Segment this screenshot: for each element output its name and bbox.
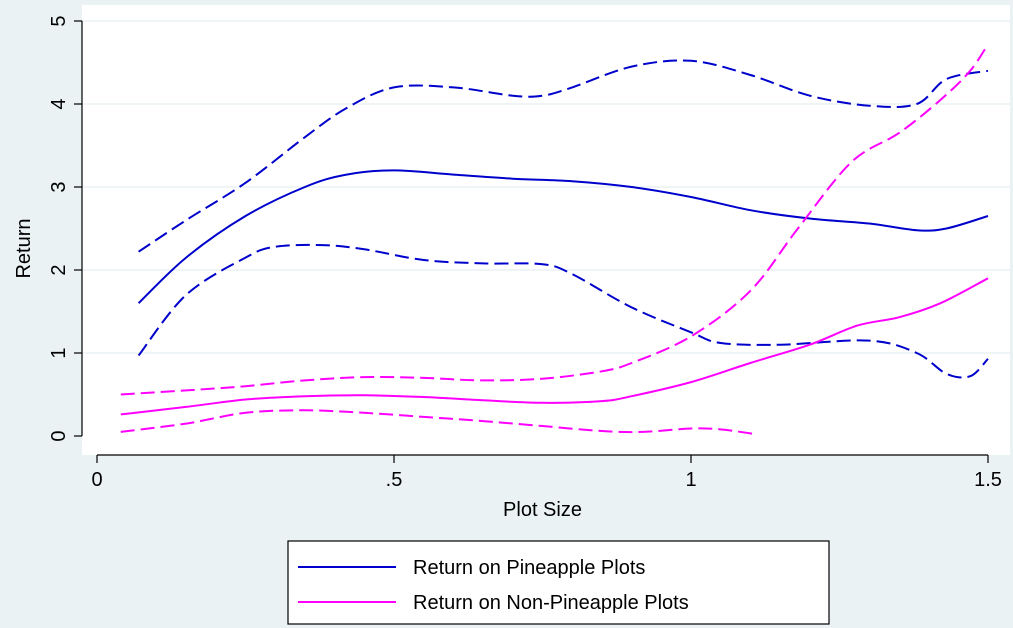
axes: 0 1 2 3 4 5 0 .5 1 1.5 Plot Size Return [13,15,1002,521]
legend-label-0: Return on Pineapple Plots [413,557,645,579]
y-axis-title: Return [13,218,35,278]
y-tick-label-4: 4 [48,98,70,109]
y-tick-label-1: 1 [48,347,70,358]
series-line-2 [137,243,989,379]
y-tick-label-2: 2 [48,264,70,275]
series-line-0 [137,169,989,304]
legend-label-1: Return on Non-Pineapple Plots [413,592,689,614]
series-line-3 [120,277,989,416]
x-tick-label-3: 1.5 [974,469,1002,491]
legend-box [287,540,830,625]
plot-area [82,5,1010,455]
x-tick-label-0: 0 [91,469,102,491]
legend: Return on Pineapple Plots Return on Non-P… [287,540,830,625]
x-tick-label-2: 1 [685,469,696,491]
grid [82,20,1010,354]
y-tick-label-0: 0 [48,430,70,441]
y-tick-label-3: 3 [48,181,70,192]
series-line-4 [120,43,989,396]
series-line-1 [138,59,989,253]
x-tick-label-1: .5 [386,469,403,491]
series-line-5 [120,409,757,436]
y-tick-label-5: 5 [48,15,70,26]
series-group [120,43,989,436]
x-axis-title: Plot Size [503,499,582,521]
